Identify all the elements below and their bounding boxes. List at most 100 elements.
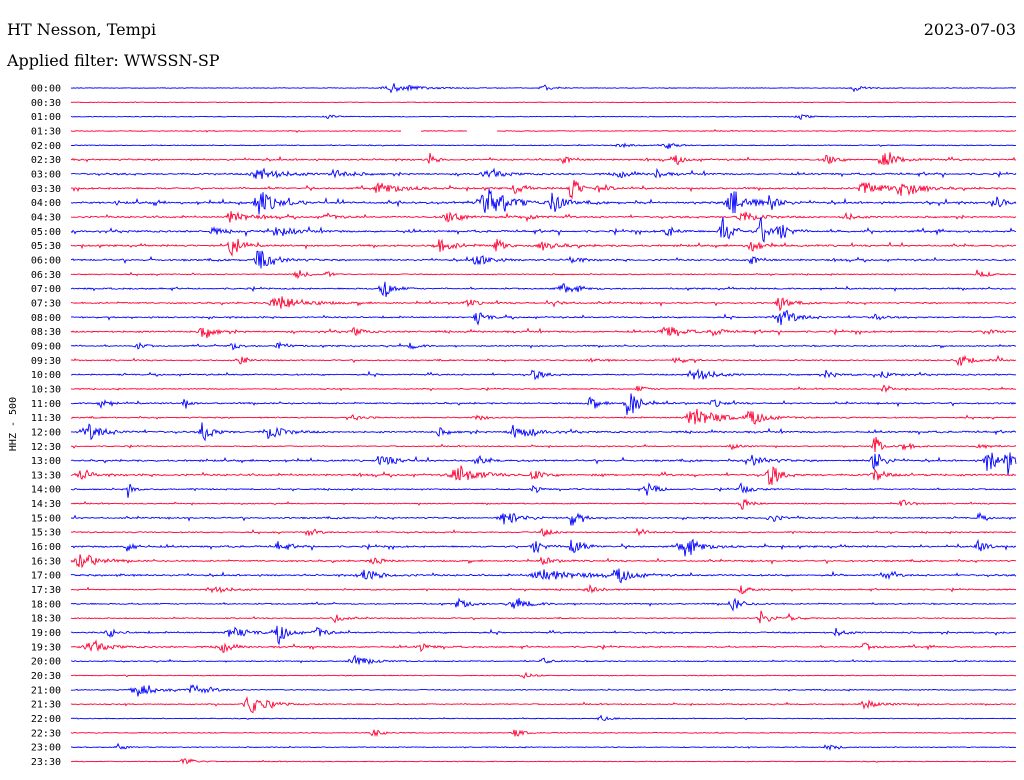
time-label: 20:00: [31, 657, 61, 668]
time-label: 02:00: [31, 141, 61, 152]
trace-2300: [70, 742, 1017, 752]
time-label: 23:00: [31, 743, 61, 754]
trace-0500: [70, 217, 1017, 243]
time-label: 03:00: [31, 169, 61, 180]
trace-2030: [70, 671, 1017, 680]
time-label: 18:30: [31, 614, 61, 625]
time-label: 20:30: [31, 671, 61, 682]
time-label: 16:00: [31, 542, 61, 553]
trace-0800: [70, 309, 1017, 326]
trace-0930: [70, 354, 1017, 367]
trace-1100: [70, 393, 1017, 415]
trace-0030: [70, 101, 1017, 104]
time-label: 02:30: [31, 155, 61, 166]
trace-0200: [70, 142, 1017, 150]
trace-0330: [70, 179, 1017, 200]
time-label: 22:30: [31, 728, 61, 739]
trace-1230: [70, 437, 1017, 453]
trace-1030: [70, 384, 1017, 394]
trace-1600: [70, 538, 1017, 557]
trace-2130: [70, 696, 1017, 714]
trace-2000: [70, 654, 1017, 666]
trace-0600: [70, 250, 1017, 269]
time-label: 07:00: [31, 284, 61, 295]
time-label: 12:00: [31, 427, 61, 438]
trace-0730: [70, 296, 1017, 312]
time-label: 21:00: [31, 685, 61, 696]
trace-1130: [70, 408, 1017, 425]
trace-0100: [70, 114, 1017, 121]
trace-0300: [70, 167, 1017, 180]
time-label: 11:00: [31, 399, 61, 410]
time-label: 08:00: [31, 313, 61, 324]
filter-label: Applied filter:: [7, 51, 119, 70]
time-label: 14:00: [31, 485, 61, 496]
trace-1700: [70, 568, 1017, 584]
y-axis-label: HHZ - 500: [8, 397, 19, 451]
time-label-group: 00:00 00:30 01:00 01:30 02:00 02:30 03:00 03:30…: [31, 84, 61, 769]
time-label: 07:30: [31, 298, 61, 309]
time-label: 19:30: [31, 642, 61, 653]
time-label: 18:00: [31, 599, 61, 610]
trace-0530: [70, 238, 1017, 257]
time-label: 06:30: [31, 270, 61, 281]
time-label: 22:00: [31, 714, 61, 725]
plot-date: 2023-07-03: [923, 20, 1016, 39]
time-label: 13:30: [31, 470, 61, 481]
trace-0630: [70, 269, 1017, 280]
time-label: 01:30: [31, 126, 61, 137]
time-label: 06:00: [31, 255, 61, 266]
trace-group: [70, 83, 1017, 765]
trace-1200: [70, 422, 1017, 442]
trace-0230: [70, 152, 1017, 166]
trace-2230: [70, 729, 1017, 738]
time-label: 15:00: [31, 513, 61, 524]
trace-2330: [70, 758, 1017, 765]
time-label: 15:30: [31, 528, 61, 539]
filter-value: WWSSN-SP: [123, 51, 220, 70]
trace-0130: [70, 128, 1017, 133]
trace-1730: [70, 583, 1017, 595]
trace-1930: [70, 639, 1017, 653]
time-label: 17:30: [31, 585, 61, 596]
time-label: 10:30: [31, 384, 61, 395]
trace-0400: [70, 189, 1017, 215]
time-label: 09:00: [31, 341, 61, 352]
trace-0900: [70, 341, 1017, 351]
trace-1000: [70, 368, 1017, 381]
trace-1300: [70, 452, 1017, 476]
station-title: HT Nesson, Tempi: [7, 20, 157, 39]
trace-1530: [70, 527, 1017, 538]
time-label: 17:00: [31, 571, 61, 582]
trace-0700: [70, 281, 1017, 298]
time-label: 03:30: [31, 184, 61, 195]
trace-1630: [70, 554, 1017, 569]
trace-0430: [70, 211, 1017, 223]
time-label: 08:30: [31, 327, 61, 338]
trace-1800: [70, 597, 1017, 612]
time-label: 04:30: [31, 212, 61, 223]
time-label: 05:00: [31, 227, 61, 238]
trace-2100: [70, 684, 1017, 697]
time-label: 04:00: [31, 198, 61, 209]
trace-2200: [70, 714, 1017, 721]
time-label: 19:00: [31, 628, 61, 639]
trace-0000: [70, 83, 1017, 94]
trace-1430: [70, 498, 1017, 510]
time-label: 23:30: [31, 757, 61, 768]
trace-1900: [70, 625, 1017, 646]
time-label: 16:30: [31, 556, 61, 567]
time-label: 00:30: [31, 98, 61, 109]
trace-0830: [70, 326, 1017, 339]
time-label: 09:30: [31, 356, 61, 367]
time-label: 12:30: [31, 442, 61, 453]
time-label: 13:00: [31, 456, 61, 467]
time-label: 11:30: [31, 413, 61, 424]
filter-line: Applied filter: WWSSN-SP: [7, 51, 220, 70]
time-label: 21:30: [31, 700, 61, 711]
time-label: 00:00: [31, 84, 61, 95]
trace-1500: [70, 511, 1017, 526]
time-label: 10:00: [31, 370, 61, 381]
trace-1830: [70, 610, 1017, 624]
